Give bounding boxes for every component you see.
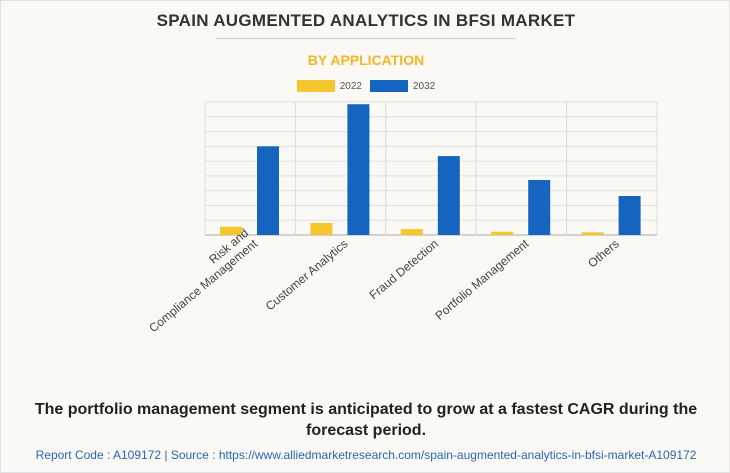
plot-area: Risk andCompliance Management Customer An… [137, 101, 658, 335]
bar-2032-4[interactable] [618, 195, 641, 235]
x-tick-label: Customer Analytics [263, 237, 351, 314]
bar-2022-2[interactable] [400, 229, 423, 235]
x-tick-label-line: Fraud Detection [367, 237, 441, 303]
legend: 2022 2032 [1, 80, 729, 92]
bar-2032-2[interactable] [437, 156, 460, 235]
legend-item-2032[interactable]: 2032 [370, 80, 435, 92]
x-tick-label-line: Customer Analytics [263, 237, 351, 314]
legend-label-2032: 2032 [413, 80, 436, 92]
bar-2032-1[interactable] [347, 104, 370, 235]
insight-note: The portfolio management segment is anti… [34, 401, 698, 439]
bar-2032-3[interactable] [528, 180, 551, 235]
bar-2022-4[interactable] [581, 232, 604, 235]
legend-swatch-2032 [370, 80, 408, 92]
bar-2022-1[interactable] [310, 223, 333, 235]
chart-subtitle: BY APPLICATION [307, 52, 425, 68]
bar-2022-0[interactable] [220, 226, 242, 235]
legend-swatch-2022 [296, 80, 335, 92]
title-divider [216, 38, 516, 39]
x-tick-label-line: Portfolio Management [432, 236, 531, 323]
x-tick-label: Portfolio Management [432, 236, 531, 323]
x-tick-label: Others [585, 237, 622, 271]
bar-2032-0[interactable] [257, 146, 279, 235]
x-tick-label-line: Compliance Management [146, 236, 260, 335]
x-tick-label-line: Others [585, 237, 622, 271]
x-tick-label: Risk andCompliance Management [137, 225, 260, 335]
x-tick-label: Fraud Detection [367, 237, 441, 303]
bar-2022-3[interactable] [491, 231, 514, 235]
chart-title: SPAIN AUGMENTED ANALYTICS IN BFSI MARKET [156, 11, 576, 30]
source-footer: Report Code : A109172 | Source : https:/… [35, 448, 697, 462]
legend-item-2022[interactable]: 2022 [296, 80, 362, 92]
legend-label-2022: 2022 [339, 80, 362, 92]
